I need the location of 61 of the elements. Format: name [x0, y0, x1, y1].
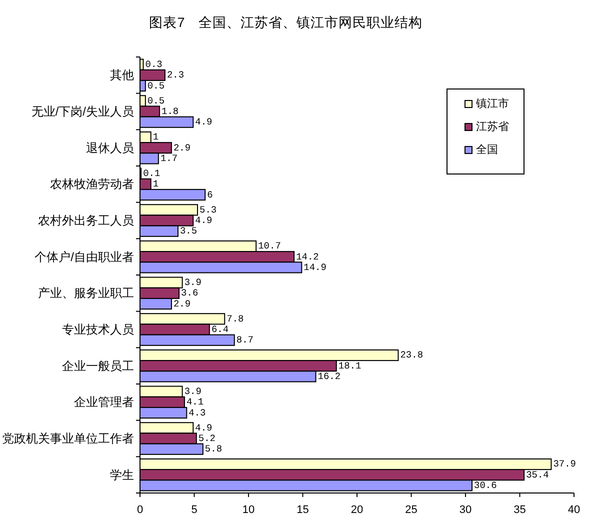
- tick-label: 20: [350, 504, 364, 516]
- category-label: 农林牧渔劳动者: [50, 177, 134, 192]
- data-label: 6: [207, 189, 213, 200]
- data-label: 14.2: [296, 251, 319, 262]
- tick-label: 35: [514, 504, 526, 516]
- tick-label: 15: [296, 504, 309, 516]
- data-label: 37.9: [553, 458, 576, 470]
- category-label: 无业/下岗/失业人员: [31, 104, 134, 118]
- data-label: 4.9: [195, 116, 212, 128]
- data-label: 6.4: [211, 324, 229, 335]
- category-label: 企业一般员工: [62, 358, 134, 373]
- data-label: 35.4: [526, 469, 549, 480]
- data-label: 3.6: [181, 288, 198, 299]
- data-label: 30.6: [474, 480, 497, 491]
- data-label: 5.8: [204, 444, 222, 455]
- data-label: 4.9: [195, 422, 212, 434]
- data-label: 10.7: [258, 240, 281, 252]
- legend-label: 镇江市: [476, 98, 509, 110]
- data-label: 1.8: [162, 106, 179, 117]
- data-label: 0.1: [143, 168, 160, 180]
- tick-label: 0: [136, 504, 144, 516]
- data-label: 3.9: [184, 277, 202, 288]
- title: 图表7 全国、江苏省、镇江市网民职业结构: [149, 15, 423, 30]
- category-label: 其他: [110, 68, 134, 82]
- category-label: 专业技术人员: [62, 322, 134, 336]
- category-label: 学生: [110, 468, 134, 482]
- data-label: 2.9: [173, 298, 191, 310]
- data-label: 5.2: [198, 433, 216, 444]
- data-label: 14.9: [304, 262, 326, 273]
- data-label: 8.7: [236, 334, 254, 346]
- legend-label: 全国: [476, 144, 498, 156]
- data-label: 3.9: [184, 386, 202, 398]
- data-label: 18.1: [338, 360, 362, 372]
- data-label: 3.5: [180, 226, 198, 237]
- tick-label: 10: [242, 504, 255, 516]
- data-label: 0.5: [147, 95, 165, 106]
- tick-label: 40: [568, 504, 580, 516]
- data-label: 2.3: [166, 70, 184, 81]
- data-label: 0.5: [147, 80, 165, 92]
- data-label: 23.8: [400, 350, 424, 361]
- category-label: 产业、服务业职工: [38, 286, 134, 300]
- tick-label: 5: [191, 504, 198, 516]
- category-label: 党政机关事业单位工作者: [2, 432, 134, 446]
- legend-label: 江苏省: [476, 121, 509, 133]
- data-label: 1: [152, 132, 159, 143]
- category-label: 个体户/自由职业者: [34, 250, 134, 264]
- data-label: 7.8: [226, 313, 244, 324]
- category-label: 退休人员: [86, 140, 134, 155]
- data-label: 0.3: [145, 59, 162, 70]
- data-label: 4.3: [188, 407, 206, 418]
- data-label: 5.3: [200, 204, 217, 216]
- data-label: 1.7: [160, 152, 178, 164]
- tick-label: 30: [459, 504, 472, 516]
- data-label: 1: [152, 178, 159, 190]
- category-label: 农村外出务工人员: [38, 214, 134, 228]
- category-label: 企业管理者: [74, 395, 134, 410]
- data-label: 16.2: [318, 370, 341, 382]
- data-label: 2.9: [173, 142, 191, 154]
- data-label: 4.1: [186, 396, 204, 408]
- tick-label: 25: [405, 504, 418, 516]
- data-label: 4.9: [195, 215, 212, 226]
